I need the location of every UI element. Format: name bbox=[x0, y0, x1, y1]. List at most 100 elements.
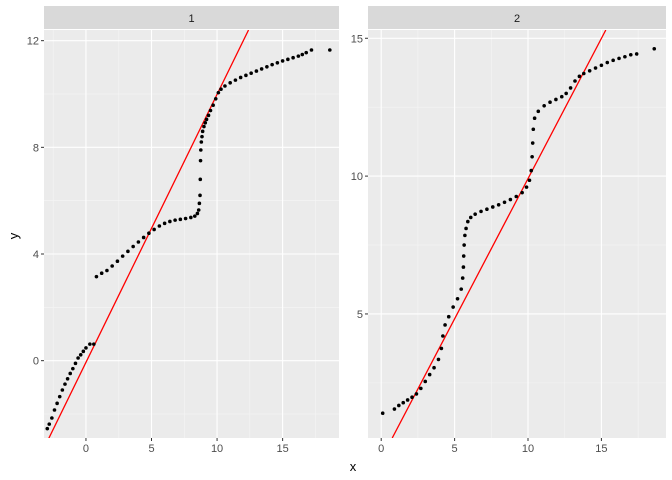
panel-data bbox=[380, 30, 657, 438]
data-point bbox=[259, 67, 264, 71]
data-point bbox=[291, 55, 295, 60]
data-point bbox=[459, 287, 464, 291]
data-point bbox=[204, 117, 209, 122]
data-point bbox=[249, 71, 253, 75]
data-point bbox=[536, 109, 541, 114]
reference-line bbox=[391, 30, 607, 438]
data-point bbox=[200, 129, 205, 134]
data-point bbox=[464, 226, 468, 231]
data-point bbox=[189, 215, 193, 220]
facet-strip-label: 1 bbox=[188, 13, 194, 25]
data-point bbox=[99, 271, 104, 276]
data-point bbox=[199, 148, 203, 152]
data-point bbox=[441, 334, 445, 338]
data-point bbox=[65, 377, 70, 381]
y-tick-label: 12 bbox=[27, 36, 39, 48]
data-point bbox=[401, 400, 406, 405]
data-point bbox=[238, 75, 243, 80]
y-tick-label: 15 bbox=[351, 33, 363, 45]
data-point bbox=[136, 240, 141, 244]
data-point bbox=[178, 217, 183, 222]
data-point bbox=[71, 366, 75, 371]
data-point bbox=[508, 197, 513, 202]
data-point bbox=[530, 155, 534, 159]
data-point bbox=[206, 113, 211, 118]
data-point bbox=[88, 342, 92, 346]
data-point bbox=[47, 422, 52, 426]
panel-data bbox=[45, 30, 332, 438]
data-point bbox=[309, 48, 314, 52]
data-point bbox=[141, 235, 146, 240]
data-point bbox=[605, 60, 610, 65]
data-point bbox=[152, 227, 156, 232]
data-point bbox=[110, 264, 114, 268]
data-point bbox=[463, 233, 467, 238]
y-axis-title: y bbox=[6, 232, 21, 239]
data-point bbox=[460, 276, 465, 280]
data-point bbox=[162, 221, 167, 226]
data-point bbox=[461, 265, 466, 269]
data-point bbox=[473, 212, 477, 216]
data-point bbox=[573, 79, 577, 83]
data-point bbox=[568, 86, 573, 90]
data-point bbox=[198, 177, 203, 182]
data-point bbox=[126, 249, 130, 254]
data-point bbox=[208, 108, 213, 113]
data-point bbox=[564, 91, 568, 96]
data-point bbox=[548, 100, 552, 105]
data-point bbox=[466, 219, 470, 224]
data-point bbox=[265, 65, 269, 69]
data-point bbox=[446, 314, 451, 319]
data-point bbox=[427, 372, 432, 377]
data-point bbox=[195, 211, 200, 216]
data-point bbox=[68, 371, 73, 376]
y-tick-label: 5 bbox=[357, 309, 363, 321]
data-point bbox=[216, 90, 221, 95]
data-point bbox=[581, 71, 586, 76]
data-point bbox=[524, 185, 529, 189]
facet-strip bbox=[44, 6, 339, 29]
data-point bbox=[443, 323, 447, 327]
data-point bbox=[270, 62, 274, 67]
data-point bbox=[300, 52, 305, 57]
data-point bbox=[192, 214, 197, 218]
data-point bbox=[244, 73, 248, 78]
data-point bbox=[92, 342, 96, 346]
facet-panel-2: 2 0 5 10 15 5 10 15 bbox=[351, 6, 666, 455]
x-tick-label: 10 bbox=[522, 443, 534, 455]
data-point bbox=[436, 357, 441, 362]
x-tick-label: 15 bbox=[595, 443, 607, 455]
data-point bbox=[120, 254, 125, 258]
data-point bbox=[628, 53, 633, 57]
data-point bbox=[78, 353, 83, 357]
data-point bbox=[73, 361, 78, 366]
data-point bbox=[577, 74, 582, 79]
data-point bbox=[157, 224, 162, 228]
data-point bbox=[468, 215, 473, 220]
data-point bbox=[173, 218, 177, 222]
data-point bbox=[81, 349, 86, 354]
data-point bbox=[405, 398, 410, 402]
data-point bbox=[105, 268, 109, 273]
data-point bbox=[84, 346, 88, 350]
data-point bbox=[211, 103, 215, 107]
data-point bbox=[198, 193, 202, 198]
data-point bbox=[196, 208, 201, 212]
x-tick-label: 15 bbox=[276, 443, 288, 455]
data-point bbox=[55, 401, 59, 406]
data-point bbox=[451, 305, 455, 309]
panel-background bbox=[44, 30, 339, 438]
x-tick-label: 10 bbox=[211, 443, 223, 455]
data-point bbox=[168, 219, 172, 224]
data-point bbox=[296, 54, 301, 58]
data-point bbox=[490, 205, 495, 209]
data-point bbox=[233, 78, 238, 82]
data-point bbox=[280, 59, 285, 63]
data-point bbox=[432, 365, 436, 370]
data-point bbox=[514, 194, 519, 199]
data-point bbox=[554, 97, 558, 102]
data-point bbox=[532, 116, 537, 121]
data-point bbox=[202, 124, 206, 129]
data-point bbox=[219, 87, 223, 91]
